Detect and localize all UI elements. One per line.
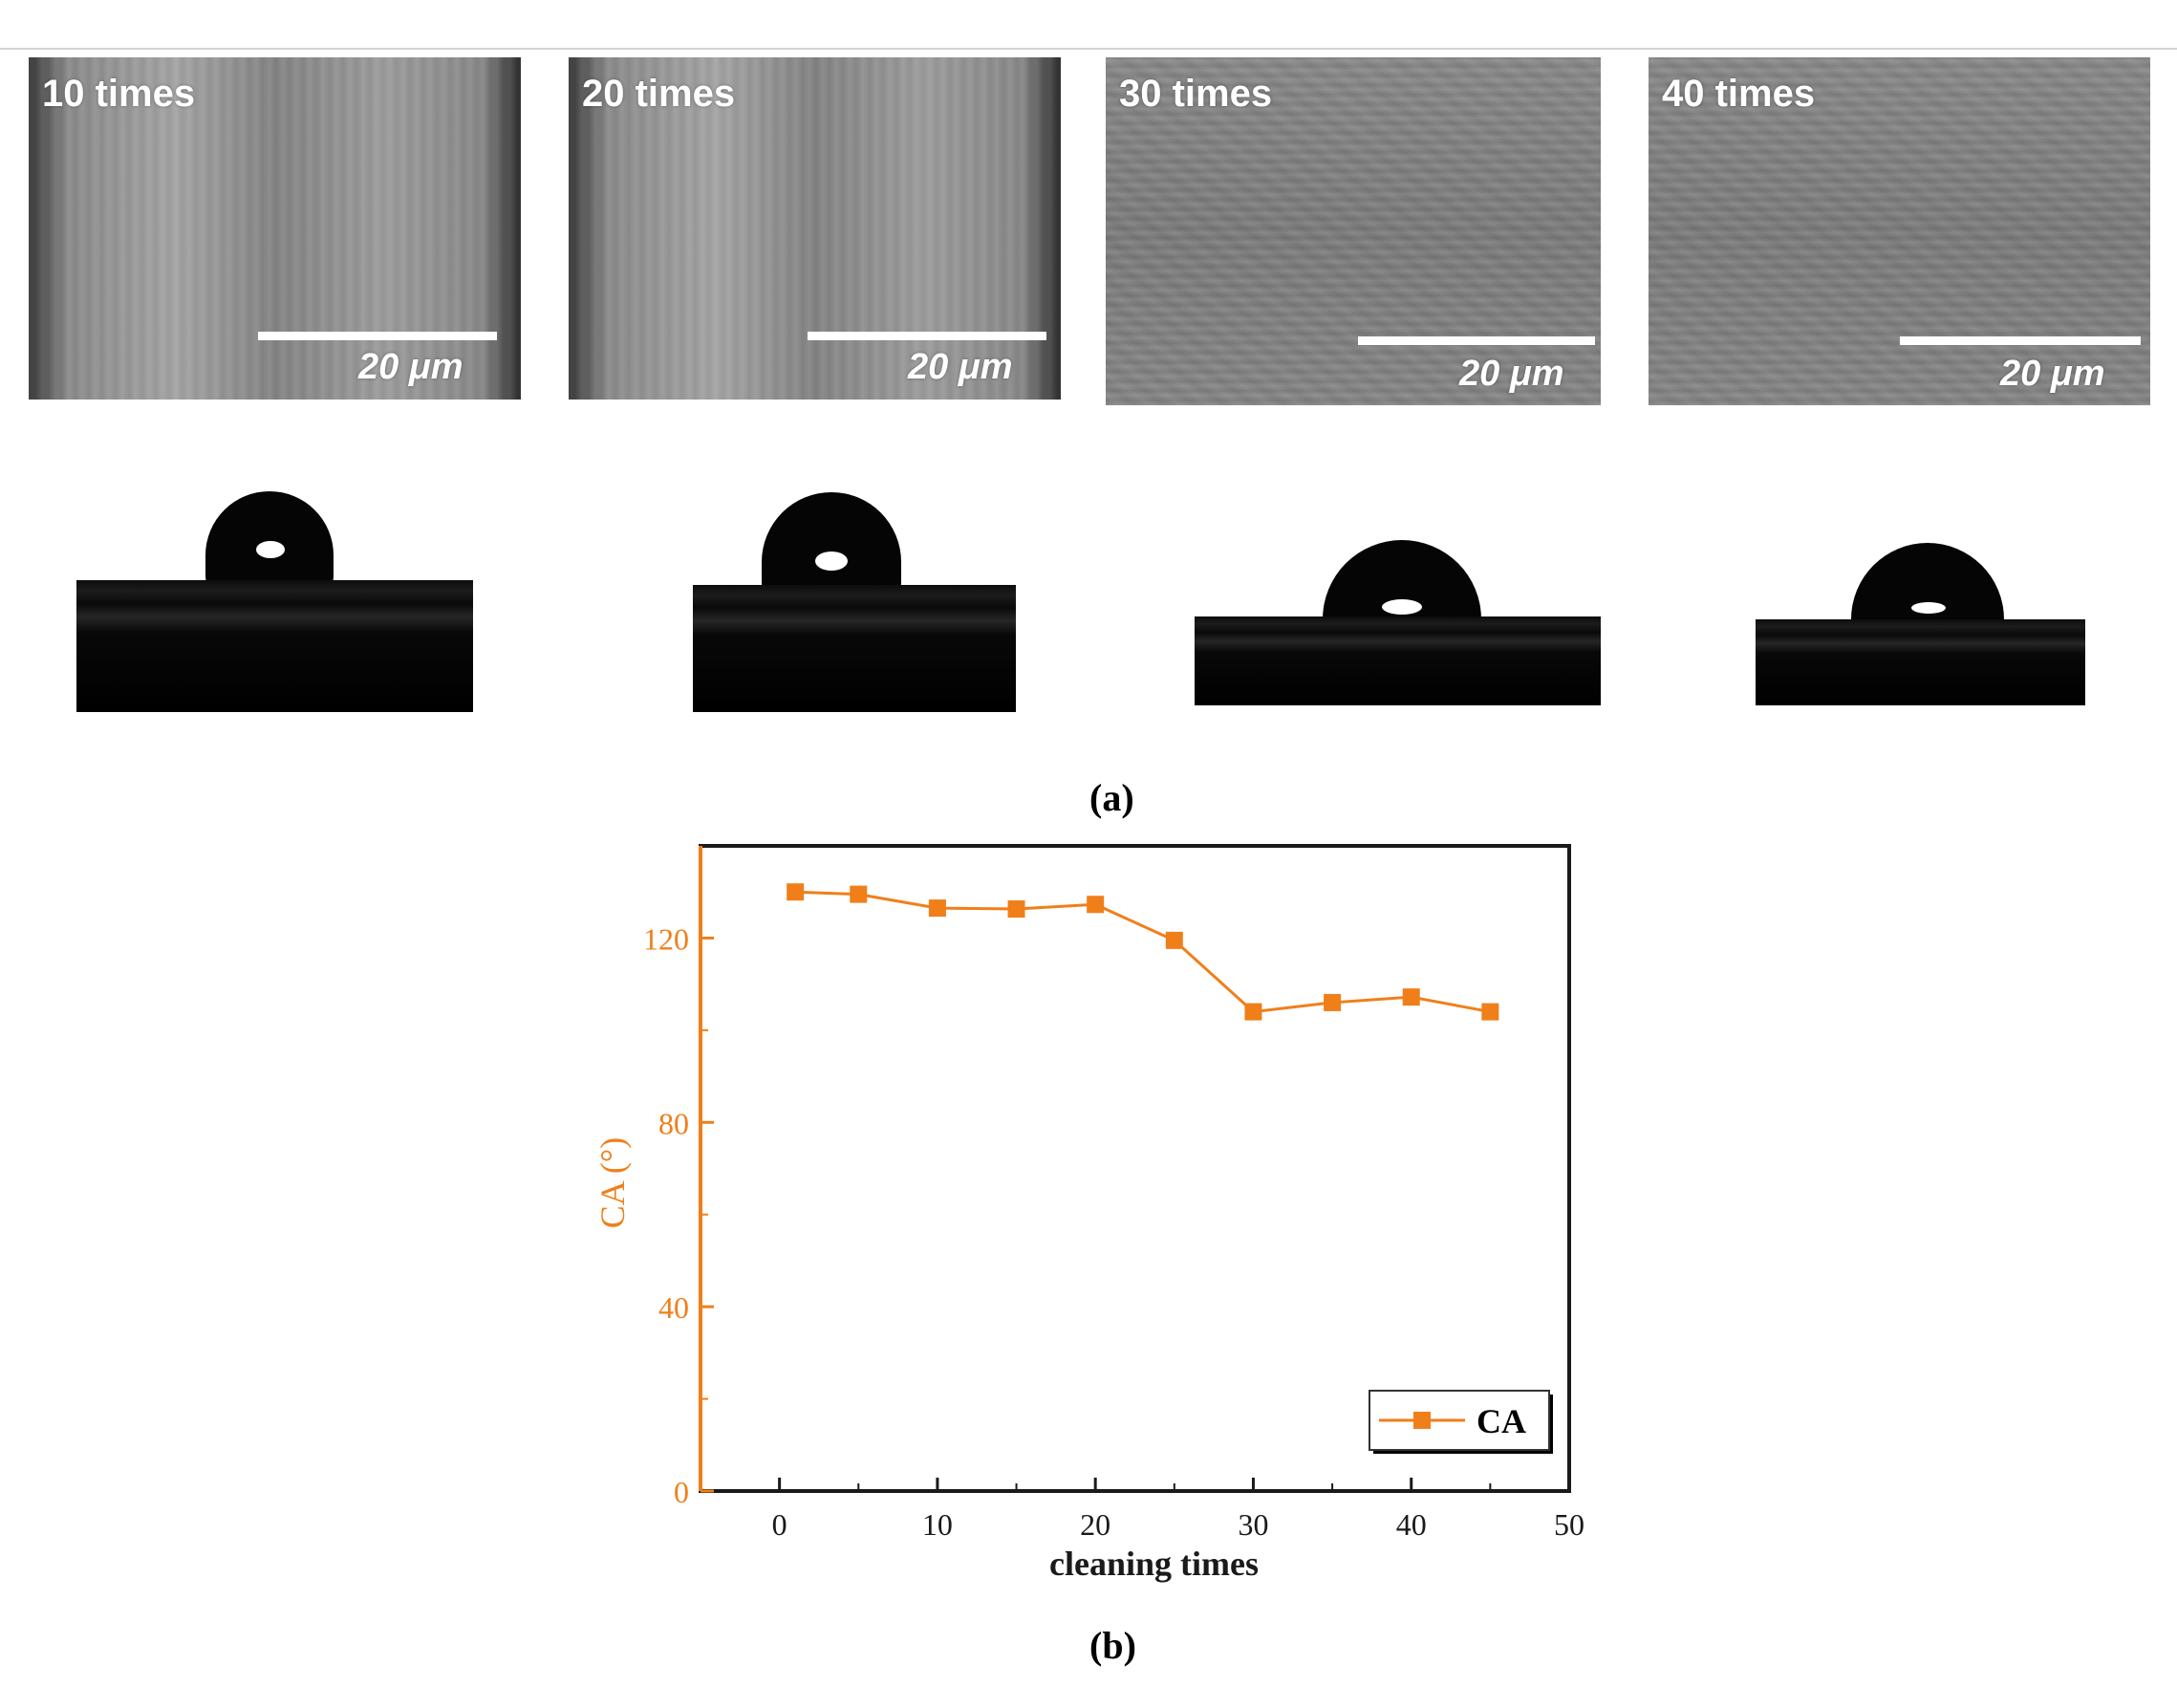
y-axis-label: CA (°)	[593, 1137, 632, 1228]
figure-caption-a: (a)	[1089, 776, 1134, 819]
sem-image-panel-3: 30 times 20 μm	[1106, 57, 1601, 405]
scale-bar-label: 20 μm	[908, 347, 1013, 387]
scale-bar	[808, 332, 1046, 340]
scale-bar-label: 20 μm	[1459, 354, 1564, 394]
x-tick-label: 20	[1080, 1507, 1110, 1542]
y-tick-label: 40	[658, 1290, 689, 1325]
y-tick-label: 0	[674, 1475, 689, 1509]
scale-bar	[1900, 336, 2141, 345]
data-point	[1087, 896, 1105, 914]
legend-marker	[1413, 1412, 1431, 1429]
sem-image-panel-2: 20 times 20 μm	[569, 57, 1061, 400]
data-point	[928, 899, 946, 918]
sem-panel-label: 10 times	[42, 73, 196, 115]
substrate	[693, 585, 1016, 712]
x-tick-label: 30	[1238, 1507, 1268, 1542]
sem-panel-label: 30 times	[1119, 73, 1273, 115]
scale-bar-label: 20 μm	[358, 347, 463, 387]
data-point	[1324, 993, 1342, 1011]
scale-bar-label: 20 μm	[2000, 354, 2105, 394]
data-point	[850, 885, 868, 903]
sem-image-panel-1: 10 times 20 μm	[29, 57, 521, 400]
data-point	[1481, 1003, 1499, 1021]
sem-panel-label: 20 times	[582, 73, 736, 115]
data-point	[1244, 1003, 1262, 1021]
scale-bar	[1358, 336, 1595, 345]
x-tick-label: 50	[1554, 1507, 1584, 1542]
x-tick-label: 10	[922, 1507, 953, 1542]
droplet-image-1	[76, 487, 473, 712]
legend-label: CA	[1476, 1402, 1526, 1440]
droplet-image-4	[1756, 543, 2085, 705]
x-tick-label: 40	[1396, 1507, 1427, 1542]
sem-image-panel-4: 40 times 20 μm	[1649, 57, 2150, 405]
droplet-highlight	[815, 551, 848, 571]
x-axis-label: cleaning times	[1049, 1545, 1259, 1583]
sem-panel-label: 40 times	[1662, 73, 1816, 115]
data-point	[1402, 988, 1420, 1006]
top-divider	[0, 48, 2177, 50]
droplet-image-2	[693, 492, 1016, 712]
y-tick-label: 120	[643, 921, 689, 956]
scale-bar	[258, 332, 497, 340]
data-point	[1165, 931, 1183, 949]
droplet-highlight	[256, 541, 285, 558]
data-point	[1007, 900, 1025, 919]
droplet-highlight	[1382, 599, 1422, 615]
droplet-highlight	[1911, 602, 1946, 614]
substrate	[1195, 616, 1601, 705]
series-line-ca	[795, 890, 1491, 1014]
substrate	[1756, 619, 2085, 705]
substrate	[76, 580, 473, 712]
y-tick-label: 80	[658, 1106, 689, 1140]
x-tick-label: 0	[772, 1507, 787, 1542]
data-point	[787, 883, 805, 901]
figure-caption-b: (b)	[1089, 1624, 1136, 1667]
droplet-image-3	[1195, 540, 1601, 705]
